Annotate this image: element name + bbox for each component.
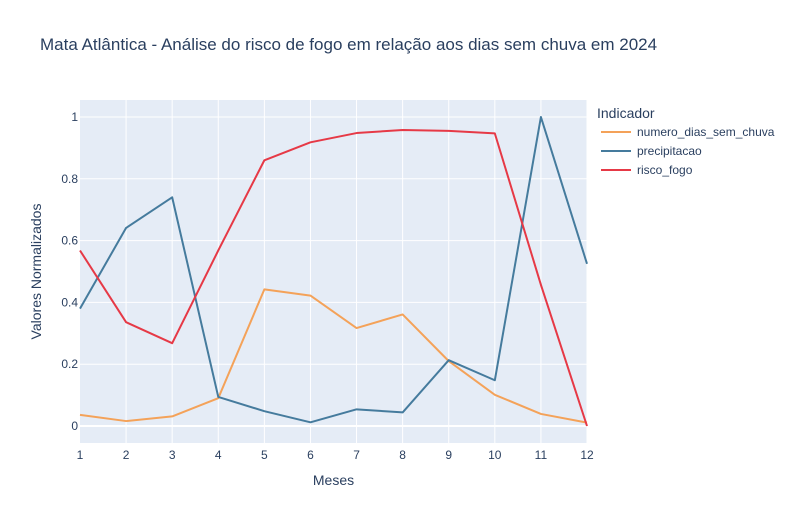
legend-item-numero_dias_sem_chuva[interactable]: numero_dias_sem_chuva xyxy=(601,125,775,139)
legend-label: numero_dias_sem_chuva xyxy=(637,125,775,139)
y-tick-label: 0 xyxy=(71,419,78,433)
y-tick-label: 0.2 xyxy=(61,357,78,371)
x-tick-label: 10 xyxy=(488,448,502,462)
x-tick-label: 5 xyxy=(261,448,268,462)
legend: Indicador numero_dias_sem_chuva precipita… xyxy=(597,105,775,177)
x-tick-label: 3 xyxy=(169,448,176,462)
grid xyxy=(80,100,588,443)
y-tick-label: 1 xyxy=(71,110,78,124)
y-axis-label: Valores Normalizados xyxy=(28,204,44,340)
x-tick-label: 7 xyxy=(353,448,360,462)
x-tick-label: 4 xyxy=(215,448,222,462)
y-tick-label: 0.8 xyxy=(61,172,78,186)
legend-item-precipitacao[interactable]: precipitacao xyxy=(601,144,702,158)
y-tick-label: 0.4 xyxy=(61,295,78,309)
x-axis-ticks: 1 2 3 4 5 6 7 8 9 10 11 12 xyxy=(77,448,594,462)
x-tick-label: 2 xyxy=(123,448,130,462)
series-line-risco_fogo[interactable] xyxy=(79,128,588,427)
x-tick-label: 11 xyxy=(535,448,548,462)
legend-label: precipitacao xyxy=(637,144,702,158)
y-axis-ticks: 0 0.2 0.4 0.6 0.8 1 xyxy=(61,110,78,433)
legend-title: Indicador xyxy=(597,105,655,121)
legend-item-risco_fogo[interactable]: risco_fogo xyxy=(601,163,693,177)
series-lines xyxy=(79,116,588,427)
x-tick-label: 1 xyxy=(77,448,84,462)
x-tick-label: 9 xyxy=(445,448,452,462)
x-tick-label: 6 xyxy=(307,448,314,462)
x-tick-label: 8 xyxy=(399,448,406,462)
series-line-numero_dias_sem_chuva[interactable] xyxy=(79,288,588,424)
legend-label: risco_fogo xyxy=(637,163,693,177)
series-line-precipitacao[interactable] xyxy=(79,116,588,424)
x-tick-label: 12 xyxy=(580,448,594,462)
y-tick-label: 0.6 xyxy=(61,234,78,248)
plot-area xyxy=(80,100,587,443)
x-axis-label: Meses xyxy=(313,472,354,488)
chart-title: Mata Atlântica - Análise do risco de fog… xyxy=(40,35,657,54)
